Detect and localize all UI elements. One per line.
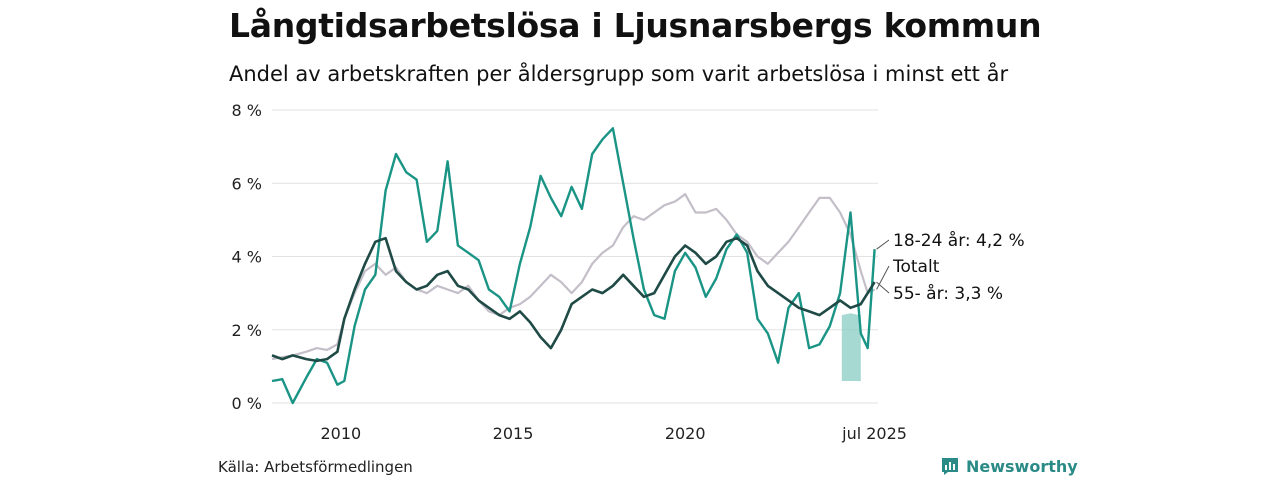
x-tick-label: 2010	[321, 424, 362, 443]
x-tick-label: 2020	[665, 424, 706, 443]
chart-title: Långtidsarbetslösa i Ljusnarsbergs kommu…	[229, 6, 1042, 45]
label-leader-older	[876, 281, 890, 294]
y-tick-label: 2 %	[232, 321, 262, 340]
series-line-total	[271, 193, 876, 361]
y-tick-label: 6 %	[232, 174, 262, 193]
y-tick-label: 0 %	[232, 394, 262, 413]
series-label-total: Totalt	[892, 257, 940, 277]
x-tick-label: 2015	[493, 424, 534, 443]
series-line-older	[271, 236, 876, 363]
y-tick-label: 8 %	[232, 101, 262, 120]
source-note: Källa: Arbetsförmedlingen	[218, 458, 413, 476]
label-leader-total	[876, 265, 890, 290]
chart-subtitle: Andel av arbetskraften per åldersgrupp s…	[229, 62, 1009, 86]
series-label-older: 55- år: 3,3 %	[893, 283, 1003, 304]
youth-confidence-band	[841, 313, 861, 381]
y-tick-label: 4 %	[232, 248, 262, 267]
series-line-youth	[271, 127, 876, 405]
x-tick-label: jul 2025	[841, 424, 907, 443]
brand-name: Newsworthy	[966, 456, 1078, 476]
label-leader-youth	[876, 239, 890, 250]
newsworthy-logo-icon	[942, 458, 958, 475]
brand-logo[interactable]: Newsworthy	[940, 456, 1078, 476]
series-label-youth: 18-24 år: 4,2 %	[893, 230, 1025, 251]
